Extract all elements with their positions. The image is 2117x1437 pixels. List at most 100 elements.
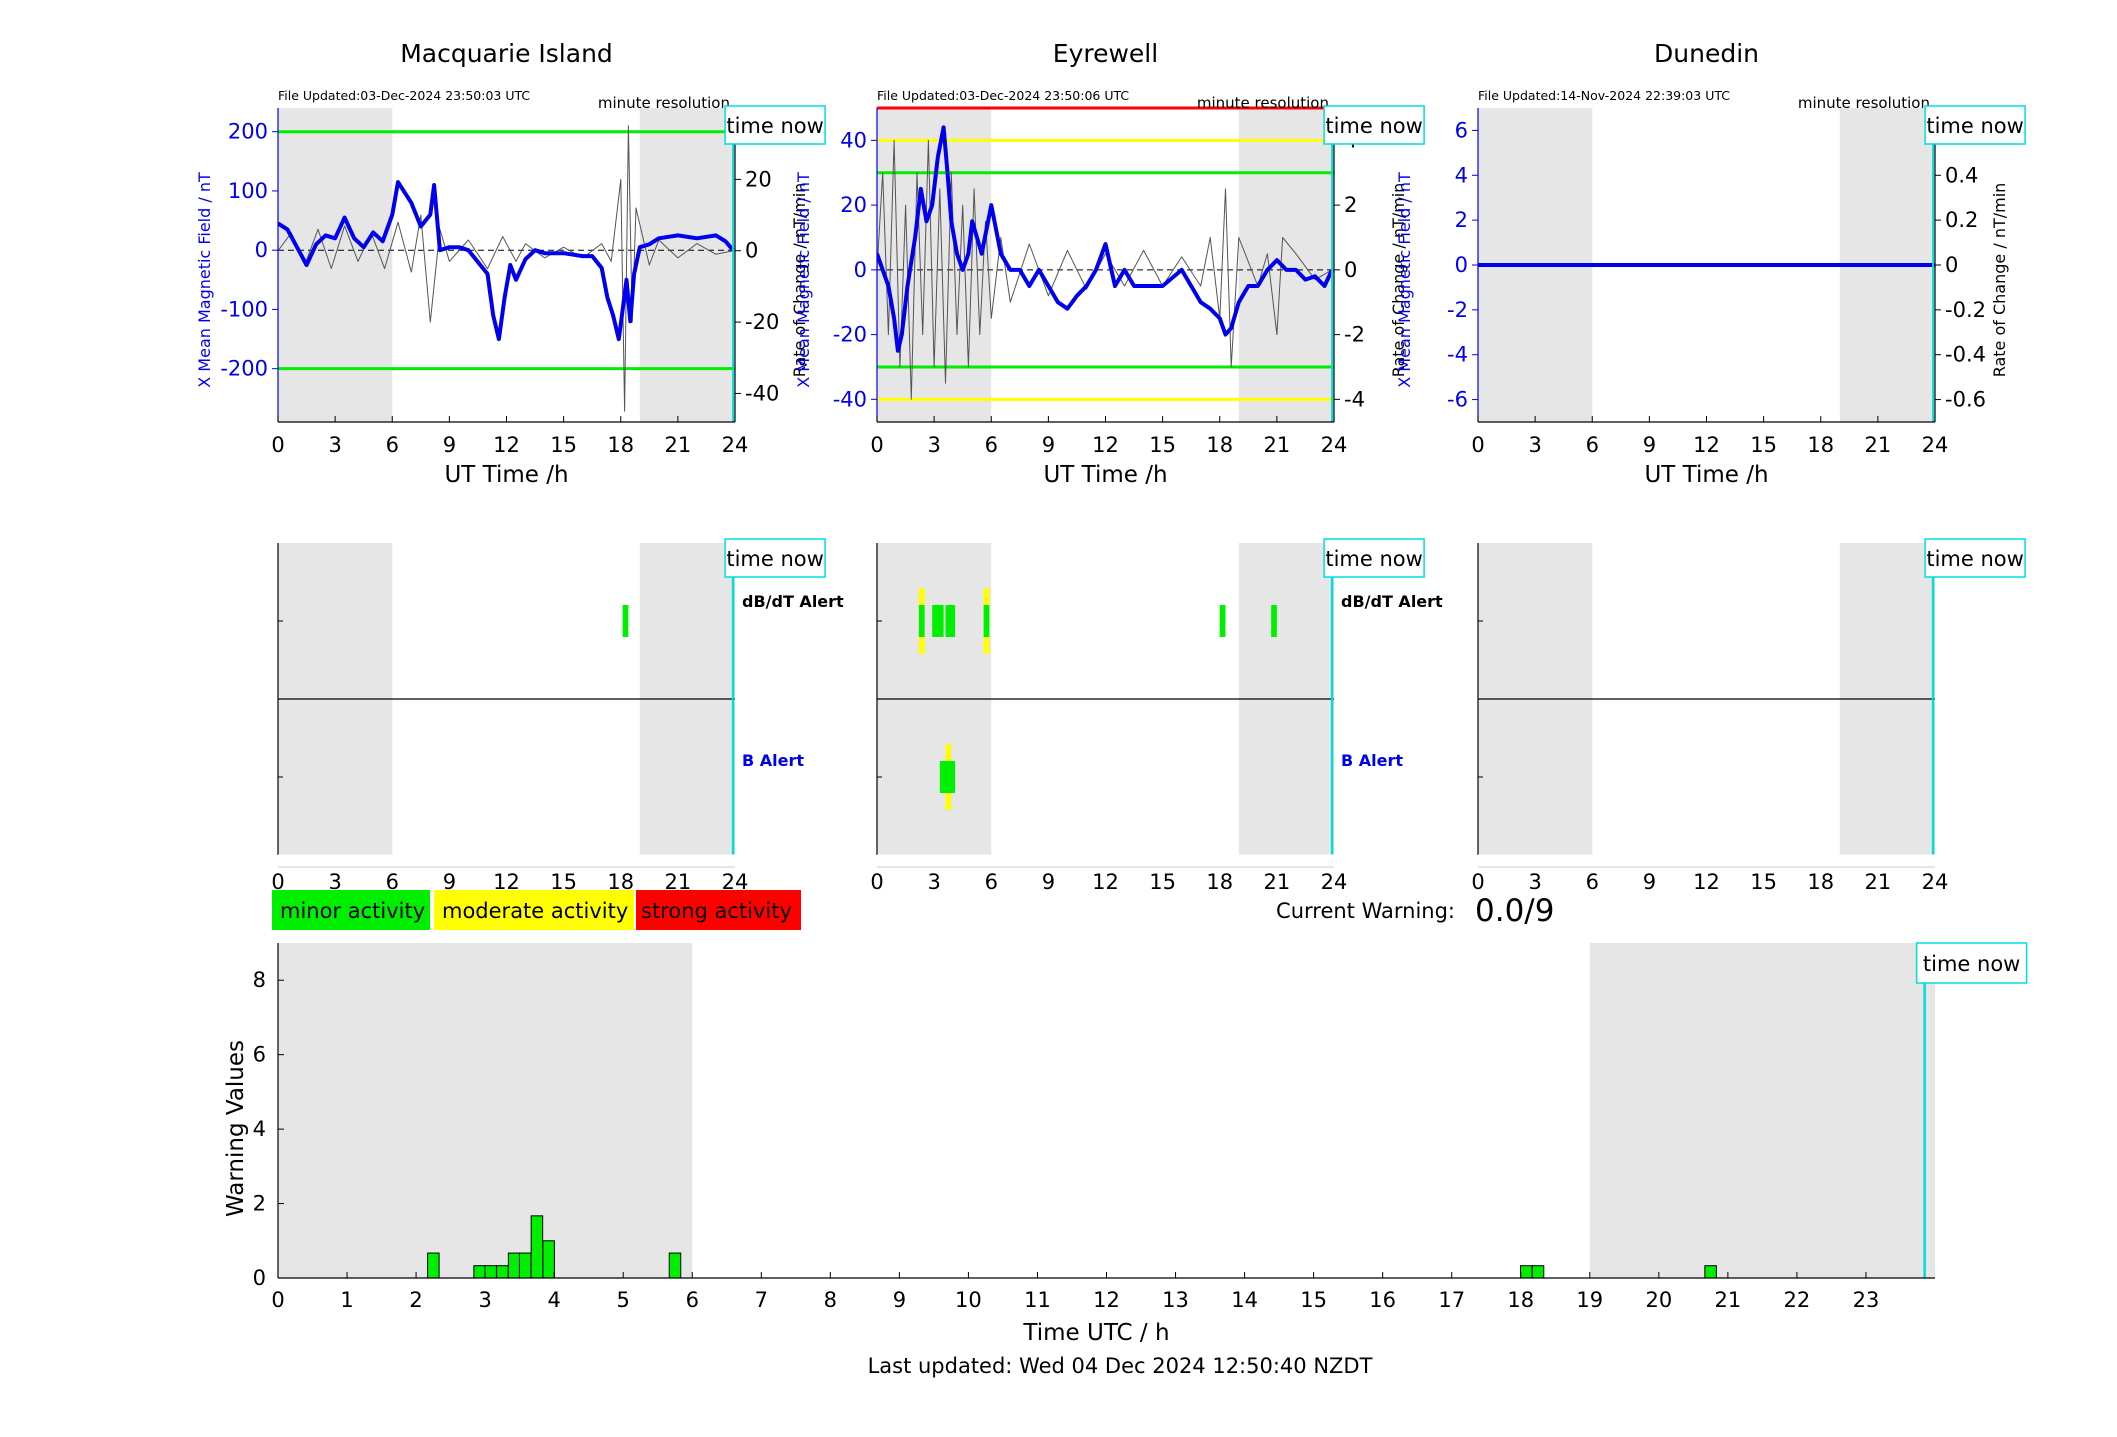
y-tick-label: -2 [1447, 298, 1468, 322]
time-now-box [1924, 105, 2026, 145]
x-tick-label: 20 [1645, 1288, 1672, 1312]
last-updated: Last updated: Wed 04 Dec 2024 12:50:40 N… [868, 1354, 1373, 1378]
time-now-label: time now [1926, 547, 2023, 571]
x-tick-label: 21 [1865, 870, 1892, 894]
x-tick-label: 12 [1092, 870, 1119, 894]
night-band [639, 108, 735, 422]
b-alert-label: B Alert [1341, 751, 1403, 770]
alert-chart-3: 0 3 6 9 12 15 18 21 24 time now [1471, 538, 2026, 894]
file-updated: File Updated:03-Dec-2024 23:50:06 UTC [877, 88, 1129, 103]
warning-chart: 0 1 2 3 4 5 6 7 8 9 10 11 12 13 14 15 16 17 18 19 20 21 22 2302… [223, 942, 2028, 1346]
x-tick-label: 0 [870, 433, 883, 457]
time-now-label: time now [1325, 547, 1422, 571]
warning-bar [484, 1265, 497, 1279]
x-tick-label: 3 [328, 433, 341, 457]
x-axis-label: UT Time /h [1043, 462, 1167, 488]
x-tick-label: 18 [1206, 433, 1233, 457]
y2-tick-label: 2 [1344, 193, 1357, 217]
x-tick-label: 3 [1528, 870, 1541, 894]
y2-tick-label: 0.4 [1945, 163, 1978, 187]
x-tick-label: 17 [1438, 1288, 1465, 1312]
warning-bar [668, 1252, 682, 1279]
y2-tick-label: -0.2 [1945, 298, 1986, 322]
legend-swatch [434, 890, 634, 930]
time-now-box [724, 538, 826, 578]
y-tick-label: 4 [253, 1117, 266, 1141]
x-tick-label: 24 [1321, 870, 1348, 894]
x-tick-label: 15 [1750, 433, 1777, 457]
night-band [1589, 943, 1935, 1278]
y-tick-label: -4 [1447, 343, 1468, 367]
x-tick-label: 21 [1264, 433, 1291, 457]
x-tick-label: 15 [1750, 870, 1777, 894]
x-axis-label: Time UTC / h [1022, 1320, 1169, 1346]
b-alert-label: B Alert [742, 751, 804, 770]
x-tick-label: 19 [1576, 1288, 1603, 1312]
x-tick-label: 24 [722, 433, 749, 457]
x-tick-label: 12 [1093, 1288, 1120, 1312]
x-tick-label: 15 [550, 433, 577, 457]
y2-axis-label: Rate of Change / nT/min [1990, 183, 2009, 378]
current-warning-value: 0.0/9 [1475, 893, 1554, 929]
dbdt-alert-mark [1271, 605, 1277, 637]
x-field-trace [278, 180, 735, 342]
b-alert-mark [939, 761, 956, 793]
y2-tick-label: -2 [1344, 323, 1365, 347]
x-tick-label: 22 [1784, 1288, 1811, 1312]
y-tick-label: -20 [833, 323, 867, 347]
x-tick-label: 15 [1300, 1288, 1327, 1312]
y-axis-label: X Mean Magnetic Field / nT [794, 172, 813, 388]
y-tick-label: 0 [1455, 253, 1468, 277]
time-now-box [724, 105, 826, 145]
station-title: Eyrewell [1053, 39, 1158, 68]
x-tick-label: 9 [1643, 433, 1656, 457]
x-tick-label: 9 [1643, 870, 1656, 894]
x-tick-label: 14 [1231, 1288, 1258, 1312]
x-tick-label: 0 [271, 433, 284, 457]
y2-tick-label: 0.2 [1945, 208, 1978, 232]
dbdt-alert-mark [983, 605, 990, 637]
y-tick-label: 6 [253, 1043, 266, 1067]
x-tick-label: 6 [985, 433, 998, 457]
x-tick-label: 24 [1922, 433, 1949, 457]
night-band [278, 108, 393, 422]
x-tick-label: 5 [617, 1288, 630, 1312]
legend-label: moderate activity [442, 899, 628, 923]
y-tick-label: -100 [220, 297, 268, 321]
x-tick-label: 9 [443, 870, 456, 894]
time-now-label: time now [726, 547, 823, 571]
x-tick-label: 18 [1807, 870, 1834, 894]
x-tick-label: 12 [493, 433, 520, 457]
y-tick-label: 0 [253, 1266, 266, 1290]
time-now-label: time now [1325, 114, 1422, 138]
dbdt-alert-label: dB/dT Alert [1341, 592, 1443, 611]
alert-charts: 0 3 6 9 12 15 18 21 24 dB/dT Alert B Alert time now… [271, 538, 2026, 894]
y-tick-label: 6 [1455, 118, 1468, 142]
station-chart-1: 0 3 6 9 12 15 18 21 24-200-1000100200-40-20020Ma… [195, 39, 826, 488]
station-title: Dunedin [1654, 39, 1759, 68]
x-tick-label: 15 [1149, 870, 1176, 894]
y-tick-label: -6 [1447, 388, 1468, 412]
time-now-box [1915, 942, 2028, 984]
legend-label: strong activity [641, 899, 792, 923]
x-tick-label: 18 [607, 433, 634, 457]
y-axis-label: X Mean Magnetic Field / nT [195, 172, 214, 388]
x-tick-label: 2 [409, 1288, 422, 1312]
legend-label: minor activity [280, 899, 425, 923]
x-axis-label: UT Time /h [1644, 462, 1768, 488]
x-tick-label: 24 [1922, 870, 1949, 894]
y2-tick-label: 20 [745, 167, 772, 191]
y2-tick-label: 0 [1945, 253, 1958, 277]
x-tick-label: 4 [547, 1288, 560, 1312]
x-tick-label: 21 [1865, 433, 1892, 457]
x-tick-label: 24 [1321, 433, 1348, 457]
x-tick-label: 11 [1024, 1288, 1051, 1312]
dbdt-alert-mark [918, 605, 925, 637]
x-tick-label: 18 [1206, 870, 1233, 894]
x-tick-label: 9 [1042, 870, 1055, 894]
station-chart-2: 03691215182124-40-2002040-4-2024Eyrewell… [794, 39, 1425, 488]
y-tick-label: -40 [833, 387, 867, 411]
night-band [1238, 108, 1334, 422]
